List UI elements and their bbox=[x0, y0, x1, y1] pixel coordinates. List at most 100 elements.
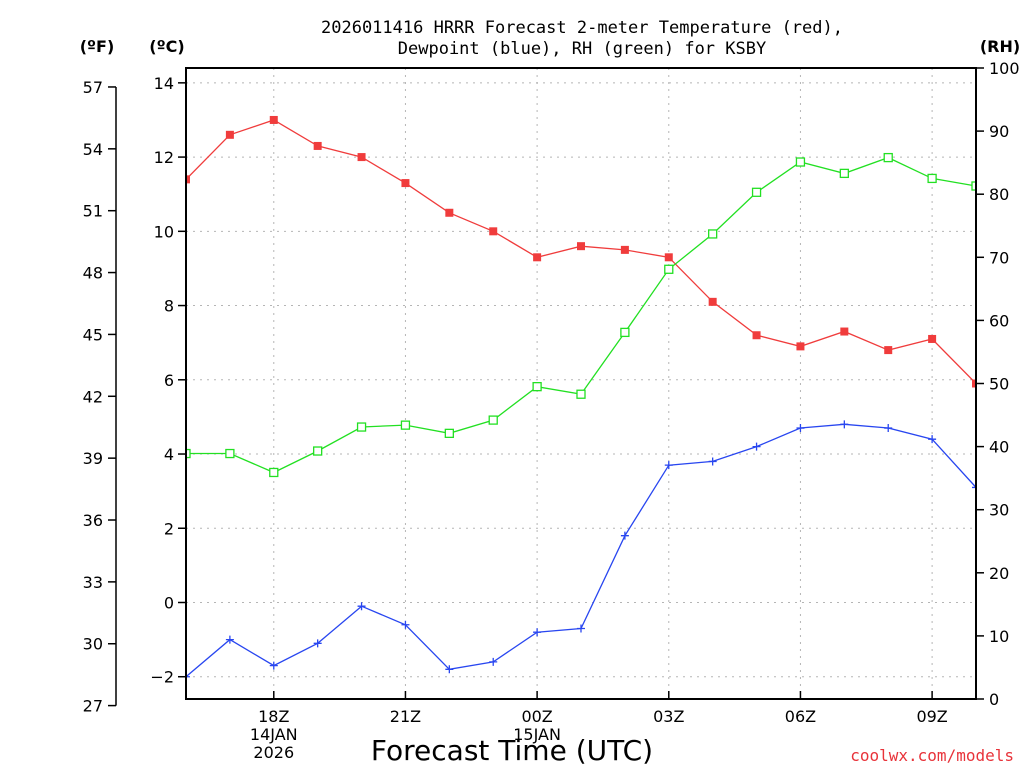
c-tick-label: 8 bbox=[164, 297, 174, 316]
temperature-marker bbox=[884, 346, 893, 355]
rh-marker bbox=[883, 152, 893, 163]
rh-marker bbox=[356, 422, 367, 432]
chart-title-line-1: 2026011416 HRRR Forecast 2-meter Tempera… bbox=[321, 18, 843, 38]
c-tick-label: 14 bbox=[154, 74, 174, 93]
rh-marker bbox=[620, 327, 630, 338]
rh-unit-label: (RH) bbox=[980, 37, 1020, 56]
temperature-marker bbox=[401, 179, 410, 188]
rh-marker bbox=[927, 173, 937, 184]
rh-tick-label: 20 bbox=[989, 564, 1009, 583]
celsius-unit-label: (ºC) bbox=[149, 37, 184, 56]
x-tick-label: 14JAN bbox=[250, 725, 298, 744]
dewpoint-marker bbox=[225, 635, 234, 644]
temperature-marker bbox=[928, 334, 937, 343]
f-tick-label: 30 bbox=[83, 635, 103, 654]
rh-marker bbox=[751, 187, 762, 197]
temperature-marker bbox=[489, 227, 498, 236]
rh-tick-label: 30 bbox=[989, 501, 1009, 520]
rh-marker bbox=[795, 157, 806, 167]
dewpoint-marker bbox=[489, 657, 498, 666]
rh-marker bbox=[532, 382, 542, 392]
temperature-marker bbox=[533, 253, 542, 262]
grid-layer bbox=[186, 68, 976, 699]
x-tick-label: 06Z bbox=[785, 707, 816, 726]
rh-tick-label: 100 bbox=[989, 59, 1020, 78]
temperature-marker bbox=[225, 130, 234, 139]
credit-text: coolwx.com/models bbox=[850, 746, 1014, 765]
rh-marker bbox=[225, 448, 235, 459]
temperature-marker bbox=[186, 175, 190, 184]
dewpoint-marker bbox=[796, 424, 805, 433]
c-tick-label: −2 bbox=[150, 668, 174, 687]
f-tick-label: 33 bbox=[83, 573, 103, 592]
temperature-marker bbox=[445, 208, 454, 217]
dewpoint-marker bbox=[840, 420, 849, 429]
c-tick-label: 10 bbox=[154, 222, 174, 241]
dewpoint-marker bbox=[313, 639, 322, 648]
x-tick-label: 18Z bbox=[258, 707, 289, 726]
temperature-marker bbox=[269, 115, 278, 124]
rh-marker bbox=[839, 168, 849, 179]
series-dewpoint bbox=[186, 420, 976, 681]
x-tick-label: 2026 bbox=[253, 743, 294, 762]
rh-tick-label: 80 bbox=[989, 185, 1009, 204]
rh-marker bbox=[186, 448, 191, 459]
dewpoint-marker bbox=[972, 483, 976, 492]
rh-marker bbox=[400, 420, 411, 430]
rh-marker bbox=[444, 428, 454, 438]
rh-marker bbox=[269, 467, 279, 478]
temperature-marker bbox=[972, 379, 976, 388]
rh-tick-label: 70 bbox=[989, 248, 1009, 267]
rh-tick-label: 90 bbox=[989, 122, 1009, 141]
x-tick-label: 00Z bbox=[521, 707, 552, 726]
rh-tick-label: 10 bbox=[989, 627, 1009, 646]
temperature-marker bbox=[840, 327, 849, 336]
temperature-marker bbox=[620, 245, 629, 254]
f-tick-label: 54 bbox=[83, 140, 103, 159]
c-tick-label: 4 bbox=[164, 445, 174, 464]
c-tick-label: 0 bbox=[164, 593, 174, 612]
temperature-marker bbox=[577, 242, 585, 251]
series-layer bbox=[186, 115, 976, 681]
series-temperature bbox=[186, 115, 976, 388]
f-tick-label: 42 bbox=[83, 387, 103, 406]
x-axis-label: Forecast Time (UTC) bbox=[371, 734, 653, 767]
series-rh bbox=[186, 152, 976, 478]
series-line bbox=[186, 423, 976, 678]
fahrenheit-unit-label: (ºF) bbox=[80, 37, 115, 56]
dewpoint-marker bbox=[357, 602, 366, 611]
f-tick-label: 51 bbox=[83, 202, 103, 221]
f-tick-label: 36 bbox=[83, 511, 103, 530]
rh-tick-label: 60 bbox=[989, 311, 1009, 330]
x-tick-label: 09Z bbox=[916, 707, 947, 726]
f-tick-label: 45 bbox=[83, 325, 103, 344]
f-tick-label: 39 bbox=[83, 449, 103, 468]
rh-marker bbox=[708, 229, 718, 239]
dewpoint-marker bbox=[401, 620, 410, 629]
dewpoint-marker bbox=[533, 628, 542, 637]
chart-title-line-2: Dewpoint (blue), RH (green) for KSBY bbox=[398, 39, 766, 59]
x-tick-label: 03Z bbox=[653, 707, 684, 726]
temperature-marker bbox=[752, 331, 761, 340]
rh-tick-label: 50 bbox=[989, 375, 1009, 394]
c-tick-label: 6 bbox=[164, 371, 174, 390]
dewpoint-marker bbox=[752, 442, 761, 451]
dewpoint-marker bbox=[445, 665, 454, 674]
dewpoint-marker bbox=[577, 624, 585, 633]
dewpoint-marker bbox=[708, 457, 717, 466]
rh-marker bbox=[488, 415, 498, 425]
dewpoint-marker bbox=[664, 461, 673, 470]
c-tick-label: 2 bbox=[164, 519, 174, 538]
dewpoint-marker bbox=[884, 424, 893, 433]
rh-marker bbox=[576, 389, 586, 399]
dewpoint-marker bbox=[186, 672, 190, 681]
dewpoint-marker bbox=[269, 661, 278, 670]
temperature-marker bbox=[796, 342, 805, 351]
temperature-marker bbox=[664, 253, 673, 262]
rh-tick-label: 0 bbox=[989, 690, 999, 709]
dewpoint-marker bbox=[620, 531, 629, 540]
temperature-marker bbox=[708, 297, 717, 306]
rh-marker bbox=[664, 264, 674, 274]
